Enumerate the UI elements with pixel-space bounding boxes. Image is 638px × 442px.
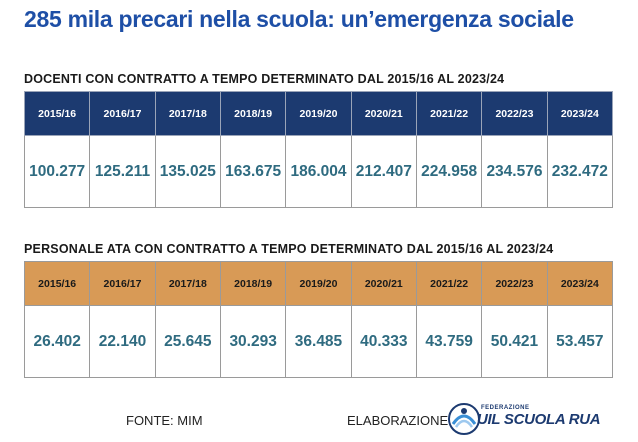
ata-value-cell: 26.402 bbox=[23, 305, 91, 378]
ata-value-cell: 50.421 bbox=[481, 305, 548, 378]
ata-value-cell: 22.140 bbox=[89, 305, 156, 378]
docenti-value-cell: 163.675 bbox=[219, 135, 287, 208]
ata-value-cell: 53.457 bbox=[546, 305, 614, 378]
docenti-year-header: 2018/19 bbox=[219, 91, 287, 136]
docenti-value-cell: 186.004 bbox=[285, 135, 352, 208]
page-title: 285 mila precari nella scuola: un’emerge… bbox=[24, 6, 574, 32]
docenti-year-header: 2017/18 bbox=[154, 91, 221, 136]
source-note: FONTE: MIM bbox=[126, 413, 203, 428]
ata-value-cell: 30.293 bbox=[219, 305, 287, 378]
ata-section-title: PERSONALE ATA CON CONTRATTO A TEMPO DETE… bbox=[24, 242, 554, 256]
logo-name-text: UIL SCUOLA RUA bbox=[477, 411, 601, 428]
docenti-year-header: 2022/23 bbox=[481, 91, 548, 136]
docenti-header-row: 2015/16 2016/17 2017/18 2018/19 2019/20 … bbox=[23, 91, 614, 136]
docenti-value-cell: 212.407 bbox=[350, 135, 417, 208]
docenti-value-cell: 234.576 bbox=[481, 135, 548, 208]
ata-year-header: 2017/18 bbox=[154, 261, 221, 306]
docenti-year-header: 2019/20 bbox=[285, 91, 352, 136]
docenti-value-cell: 224.958 bbox=[415, 135, 483, 208]
ata-year-header: 2020/21 bbox=[350, 261, 417, 306]
docenti-year-header: 2020/21 bbox=[350, 91, 417, 136]
uil-scuola-logo: FEDERAZIONE UIL SCUOLA RUA bbox=[447, 402, 601, 438]
docenti-value-cell: 100.277 bbox=[23, 135, 91, 208]
ata-year-header: 2015/16 bbox=[23, 261, 91, 306]
docenti-section-title: DOCENTI CON CONTRATTO A TEMPO DETERMINAT… bbox=[24, 72, 505, 86]
docenti-value-row: 100.277 125.211 135.025 163.675 186.004 … bbox=[23, 135, 614, 208]
docenti-value-cell: 125.211 bbox=[89, 135, 156, 208]
docenti-year-header: 2015/16 bbox=[23, 91, 91, 136]
docenti-table: 2015/16 2016/17 2017/18 2018/19 2019/20 … bbox=[23, 91, 614, 208]
uil-scuola-logo-icon bbox=[448, 403, 480, 435]
docenti-year-header: 2021/22 bbox=[415, 91, 483, 136]
docenti-value-cell: 135.025 bbox=[154, 135, 221, 208]
elaboration-label: ELABORAZIONE bbox=[347, 413, 449, 428]
ata-value-cell: 25.645 bbox=[154, 305, 221, 378]
docenti-value-cell: 232.472 bbox=[546, 135, 614, 208]
ata-year-header: 2016/17 bbox=[89, 261, 156, 306]
ata-value-cell: 36.485 bbox=[285, 305, 352, 378]
ata-year-header: 2022/23 bbox=[481, 261, 548, 306]
ata-value-row: 26.402 22.140 25.645 30.293 36.485 40.33… bbox=[23, 305, 614, 378]
docenti-year-header: 2023/24 bbox=[546, 91, 614, 136]
ata-value-cell: 43.759 bbox=[415, 305, 483, 378]
docenti-year-header: 2016/17 bbox=[89, 91, 156, 136]
ata-year-header: 2019/20 bbox=[285, 261, 352, 306]
ata-year-header: 2018/19 bbox=[219, 261, 287, 306]
ata-year-header: 2023/24 bbox=[546, 261, 614, 306]
ata-header-row: 2015/16 2016/17 2017/18 2018/19 2019/20 … bbox=[23, 261, 614, 306]
ata-table: 2015/16 2016/17 2017/18 2018/19 2019/20 … bbox=[23, 261, 614, 378]
logo-federation-text: FEDERAZIONE bbox=[481, 405, 530, 411]
ata-value-cell: 40.333 bbox=[350, 305, 417, 378]
ata-year-header: 2021/22 bbox=[415, 261, 483, 306]
